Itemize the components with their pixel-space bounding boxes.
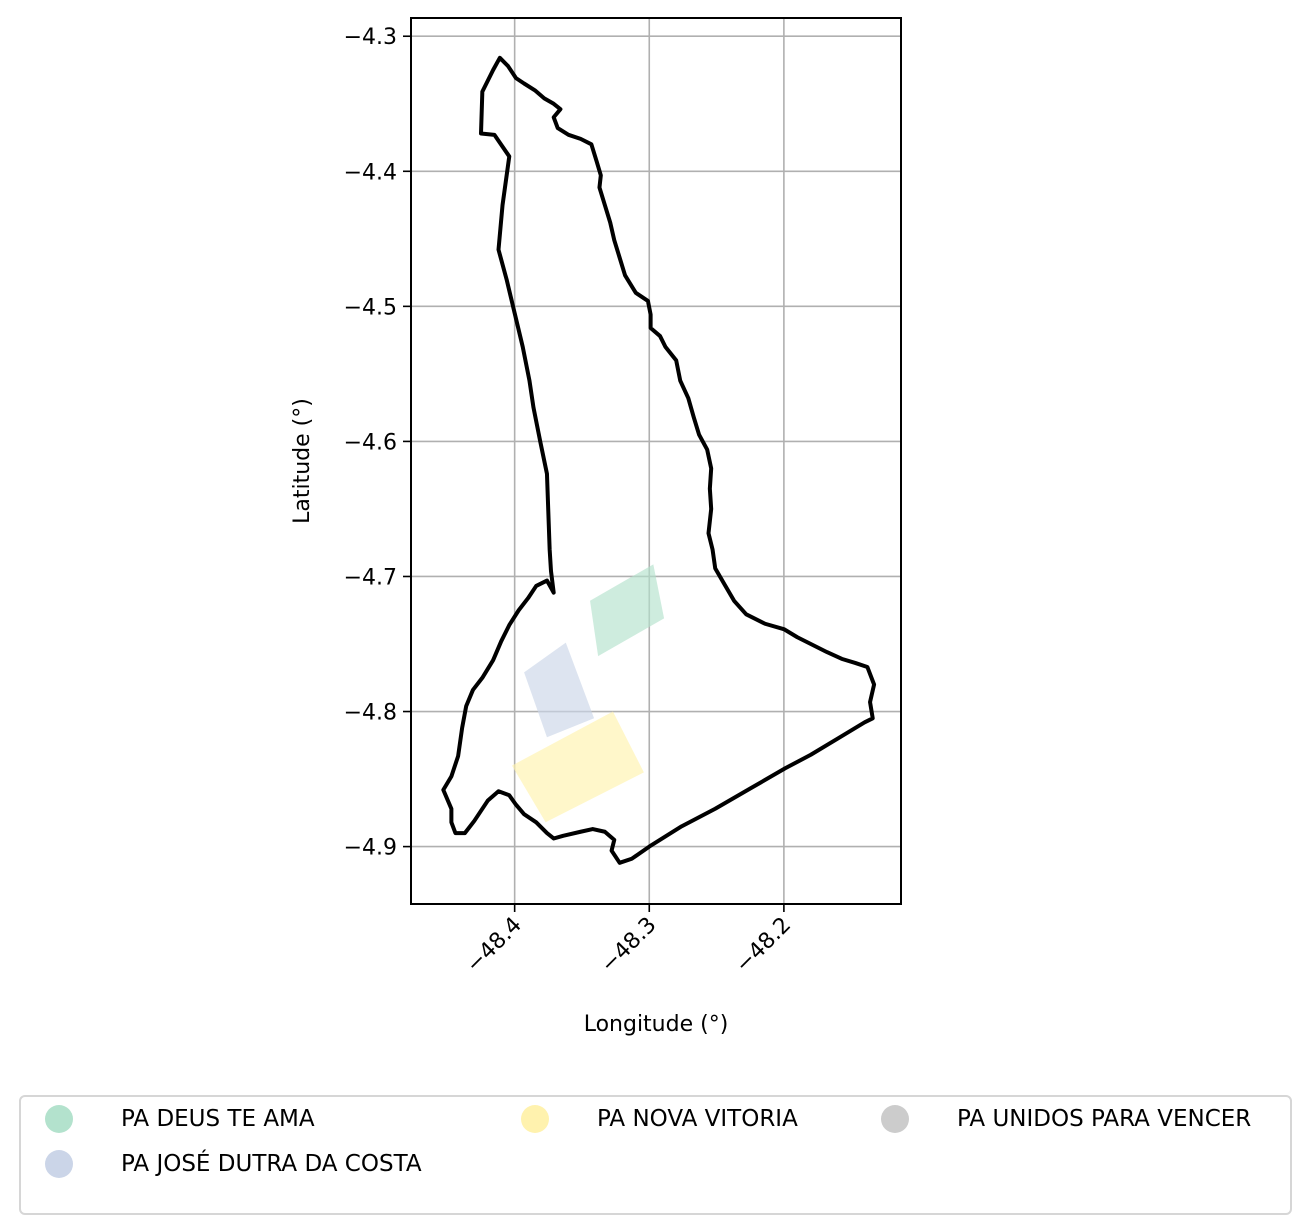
settlement-polygon	[590, 564, 665, 657]
legend-label: PA NOVA VITORIA	[597, 1106, 798, 1132]
y-tick-label: −4.3	[344, 25, 397, 50]
municipality-boundary	[441, 55, 877, 865]
legend-marker-icon	[45, 1105, 73, 1133]
y-tick-label: −4.6	[344, 430, 397, 455]
y-axis-title: Latitude (°)	[290, 398, 315, 524]
legend: PA DEUS TE AMA PA JOSÉ DUTRA DA COSTA PA…	[19, 1095, 1292, 1215]
legend-item-deus-te-ama: PA DEUS TE AMA	[45, 1099, 315, 1139]
grid	[411, 18, 901, 904]
settlement-polygon	[511, 711, 644, 823]
legend-item-nova-vitoria: PA NOVA VITORIA	[521, 1099, 798, 1139]
legend-marker-icon	[521, 1105, 549, 1133]
legend-marker-icon	[881, 1105, 909, 1133]
legend-item-jose-dutra-da-costa: PA JOSÉ DUTRA DA COSTA	[45, 1144, 422, 1184]
map-plot: −48.4 −48.3 −48.2 −4.3 −4.4 −4.5 −4.6 −4.7 −4.8 −…	[290, 17, 902, 1037]
legend-label: PA UNIDOS PARA VENCER	[957, 1106, 1252, 1132]
legend-item-unidos-para-vencer: PA UNIDOS PARA VENCER	[881, 1099, 1251, 1139]
boundary-line	[441, 55, 877, 865]
legend-label: PA DEUS TE AMA	[121, 1106, 315, 1132]
x-tick-label: −48.2	[731, 913, 796, 978]
y-tick-label: −4.9	[344, 836, 397, 861]
x-axis-title: Longitude (°)	[584, 1012, 729, 1037]
y-tick-label: −4.4	[344, 160, 397, 185]
y-tick-label: −4.7	[344, 565, 397, 590]
y-tick-label: −4.8	[344, 701, 397, 726]
settlement-areas	[511, 564, 665, 823]
settlement-polygon	[524, 642, 595, 738]
legend-label: PA JOSÉ DUTRA DA COSTA	[121, 1151, 422, 1177]
x-tick-label: −48.3	[596, 913, 661, 978]
plot-frame	[410, 17, 902, 905]
x-tick-label: −48.4	[462, 913, 527, 978]
y-tick-label: −4.5	[344, 295, 397, 320]
legend-marker-icon	[45, 1150, 73, 1178]
